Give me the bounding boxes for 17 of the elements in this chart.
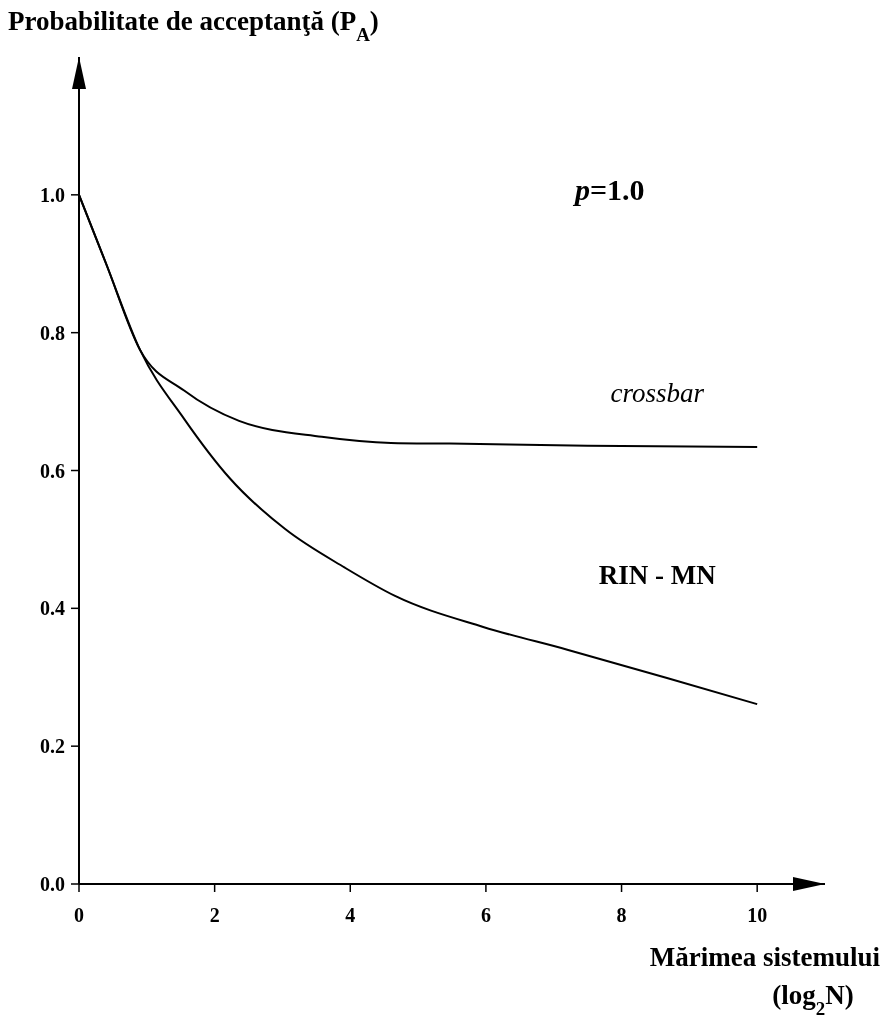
y-tick-label: 1.0	[40, 183, 65, 206]
series-label: crossbar	[610, 378, 705, 409]
y-tick-label: 0.2	[40, 735, 65, 758]
y-tick-label: 0.4	[40, 597, 65, 620]
x-tick-label: 6	[480, 904, 491, 926]
text: RIN - MN	[598, 560, 717, 591]
y-tick-label: 0.6	[40, 459, 65, 482]
y-axis-title: Probabilitate de acceptanţă (P$_{A}$)	[8, 6, 379, 45]
x-axis-title: Mărimea sistemului (log$_{2}$N)	[649, 942, 881, 1019]
annotation: p=1.0	[572, 172, 645, 206]
x-tick-label: 10	[747, 904, 768, 926]
y-tick-label: 0.8	[40, 321, 65, 344]
x-tick-label: 8	[616, 904, 627, 926]
x-tick-label: 0	[74, 904, 84, 926]
x-tick-label: 4	[345, 904, 356, 926]
x-tick-label: 2	[209, 904, 220, 926]
y-tick-label: 0.0	[40, 873, 65, 895]
